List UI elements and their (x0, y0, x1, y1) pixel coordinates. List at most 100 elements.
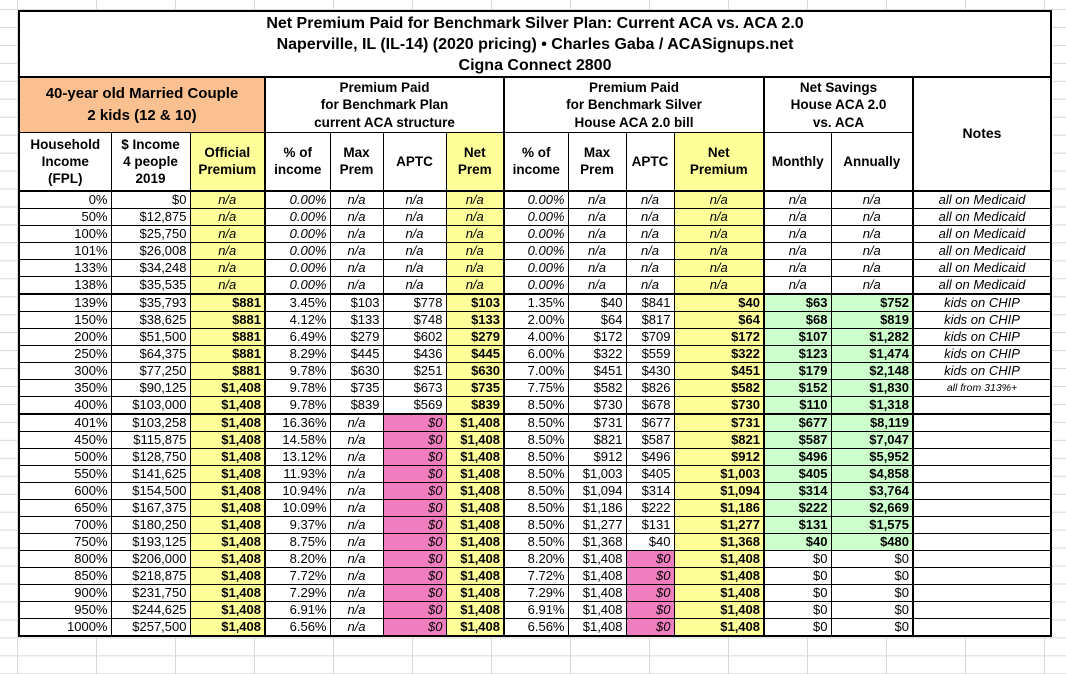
cell-aca-pct-income[interactable]: 6.91% (264, 601, 331, 619)
cell-income[interactable]: $35,793 (110, 293, 191, 312)
cell-income[interactable]: $12,875 (110, 208, 191, 226)
column-header-aca-net-prem[interactable]: Net Prem (445, 131, 505, 192)
cell-aca-aptc[interactable]: $0 (382, 567, 447, 585)
cell-aca-max-prem[interactable]: n/a (329, 413, 384, 432)
cell-aca2-pct-income[interactable]: 8.50% (503, 465, 569, 483)
cell-aca2-pct-income[interactable]: 8.50% (503, 431, 569, 449)
cell-aca2-net-premium[interactable]: $172 (673, 328, 765, 346)
cell-aca2-pct-income[interactable]: 7.00% (503, 362, 569, 380)
cell-official-premium[interactable]: $881 (189, 328, 266, 346)
cell-official-premium[interactable]: $1,408 (189, 413, 266, 432)
cell-aca-pct-income[interactable]: 8.20% (264, 550, 331, 568)
cell-notes[interactable]: all on Medicaid (912, 259, 1052, 277)
column-header-savings-monthly[interactable]: Monthly (763, 131, 832, 192)
column-header-aca-aptc[interactable]: APTC (382, 131, 447, 192)
cell-notes[interactable] (912, 550, 1052, 568)
cell-savings-monthly[interactable]: $587 (763, 431, 832, 449)
cell-aca-aptc[interactable]: $602 (382, 328, 447, 346)
cell-aca2-pct-income[interactable]: 7.75% (503, 379, 569, 397)
cell-aca2-pct-income[interactable]: 7.72% (503, 567, 569, 585)
cell-aca-max-prem[interactable]: $103 (329, 293, 384, 312)
cell-aca2-aptc[interactable]: $0 (625, 567, 675, 585)
cell-savings-annually[interactable]: $7,047 (830, 431, 914, 449)
cell-income[interactable]: $218,875 (110, 567, 191, 585)
table-title[interactable]: Net Premium Paid for Benchmark Silver Pl… (18, 10, 1052, 78)
cell-aca2-pct-income[interactable]: 8.20% (503, 550, 569, 568)
cell-fpl[interactable]: 900% (18, 584, 112, 602)
cell-notes[interactable] (912, 584, 1052, 602)
cell-aca-net-prem[interactable]: n/a (445, 242, 505, 260)
cell-aca-pct-income[interactable]: 8.75% (264, 533, 331, 551)
cell-aca2-max-prem[interactable]: n/a (567, 276, 627, 295)
cell-income[interactable]: $128,750 (110, 448, 191, 466)
cell-aca2-net-premium[interactable]: $912 (673, 448, 765, 466)
cell-aca-max-prem[interactable]: n/a (329, 550, 384, 568)
cell-savings-monthly[interactable]: $222 (763, 499, 832, 517)
cell-savings-monthly[interactable]: $152 (763, 379, 832, 397)
cell-aca-aptc[interactable]: $0 (382, 499, 447, 517)
cell-aca-net-prem[interactable]: $133 (445, 311, 505, 329)
cell-official-premium[interactable]: $1,408 (189, 567, 266, 585)
cell-aca-net-prem[interactable]: n/a (445, 259, 505, 277)
cell-aca2-max-prem[interactable]: $582 (567, 379, 627, 397)
cell-aca2-aptc[interactable]: $496 (625, 448, 675, 466)
cell-aca-pct-income[interactable]: 14.58% (264, 431, 331, 449)
cell-aca-pct-income[interactable]: 0.00% (264, 242, 331, 260)
cell-aca-pct-income[interactable]: 11.93% (264, 465, 331, 483)
cell-aca-net-prem[interactable]: $630 (445, 362, 505, 380)
cell-savings-monthly[interactable]: $68 (763, 311, 832, 329)
cell-aca2-pct-income[interactable]: 0.00% (503, 259, 569, 277)
cell-aca-aptc[interactable]: $748 (382, 311, 447, 329)
cell-aca2-net-premium[interactable]: $821 (673, 431, 765, 449)
cell-income[interactable]: $35,535 (110, 276, 191, 295)
cell-fpl[interactable]: 600% (18, 482, 112, 500)
cell-aca-aptc[interactable]: $0 (382, 618, 447, 637)
cell-aca2-net-premium[interactable]: $1,408 (673, 618, 765, 637)
cell-income[interactable]: $193,125 (110, 533, 191, 551)
cell-aca2-max-prem[interactable]: $731 (567, 413, 627, 432)
cell-notes[interactable] (912, 618, 1052, 637)
cell-aca2-aptc[interactable]: $0 (625, 550, 675, 568)
cell-aca-max-prem[interactable]: $445 (329, 345, 384, 363)
cell-aca2-pct-income[interactable]: 8.50% (503, 448, 569, 466)
cell-notes[interactable] (912, 482, 1052, 500)
cell-fpl[interactable]: 139% (18, 293, 112, 312)
cell-savings-monthly[interactable]: n/a (763, 242, 832, 260)
cell-aca2-net-premium[interactable]: $1,277 (673, 516, 765, 534)
cell-savings-monthly[interactable]: $63 (763, 293, 832, 312)
cell-savings-monthly[interactable]: $107 (763, 328, 832, 346)
cell-savings-monthly[interactable]: $405 (763, 465, 832, 483)
cell-aca2-max-prem[interactable]: $1,408 (567, 601, 627, 619)
cell-aca2-max-prem[interactable]: n/a (567, 190, 627, 209)
cell-savings-monthly[interactable]: n/a (763, 276, 832, 295)
cell-savings-annually[interactable]: $4,858 (830, 465, 914, 483)
cell-savings-annually[interactable]: n/a (830, 190, 914, 209)
cell-aca2-max-prem[interactable]: $912 (567, 448, 627, 466)
cell-savings-annually[interactable]: $0 (830, 618, 914, 637)
column-header-aca-max-prem[interactable]: Max Prem (329, 131, 384, 192)
cell-fpl[interactable]: 101% (18, 242, 112, 260)
cell-aca-max-prem[interactable]: n/a (329, 465, 384, 483)
cell-aca2-max-prem[interactable]: $1,003 (567, 465, 627, 483)
cell-aca-max-prem[interactable]: n/a (329, 259, 384, 277)
cell-fpl[interactable]: 650% (18, 499, 112, 517)
cell-official-premium[interactable]: n/a (189, 259, 266, 277)
column-header-aca2-pct-income[interactable]: % of income (503, 131, 569, 192)
cell-aca2-net-premium[interactable]: n/a (673, 242, 765, 260)
cell-aca-aptc[interactable]: $0 (382, 516, 447, 534)
cell-savings-annually[interactable]: n/a (830, 225, 914, 243)
cell-official-premium[interactable]: $1,408 (189, 516, 266, 534)
cell-fpl[interactable]: 800% (18, 550, 112, 568)
cell-official-premium[interactable]: $1,408 (189, 482, 266, 500)
cell-income[interactable]: $0 (110, 190, 191, 209)
cell-savings-monthly[interactable]: $0 (763, 550, 832, 568)
cell-aca-max-prem[interactable]: $279 (329, 328, 384, 346)
cell-aca-pct-income[interactable]: 9.78% (264, 396, 331, 415)
cell-aca2-pct-income[interactable]: 2.00% (503, 311, 569, 329)
cell-aca2-aptc[interactable]: $841 (625, 293, 675, 312)
cell-aca2-net-premium[interactable]: n/a (673, 190, 765, 209)
cell-aca2-max-prem[interactable]: $1,277 (567, 516, 627, 534)
cell-aca-net-prem[interactable]: $1,408 (445, 567, 505, 585)
cell-official-premium[interactable]: $1,408 (189, 431, 266, 449)
cell-savings-monthly[interactable]: $0 (763, 601, 832, 619)
